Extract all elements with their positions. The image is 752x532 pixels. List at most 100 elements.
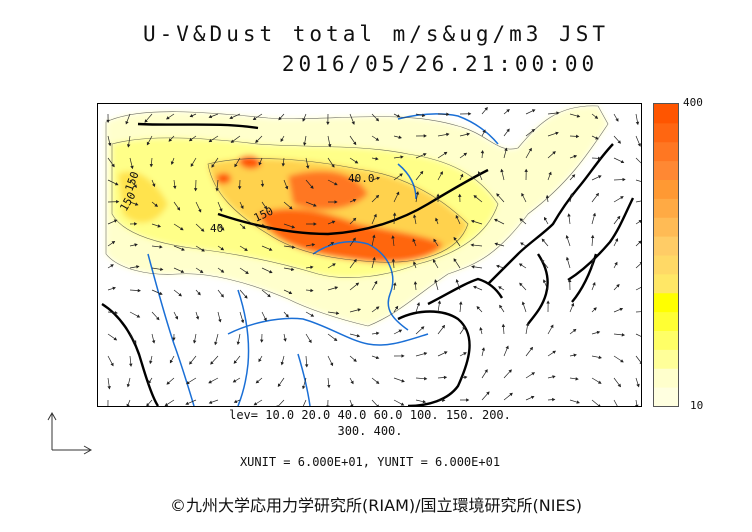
wind-vector-head [302,385,306,390]
wind-vector-head [375,194,380,199]
wind-vector-head [459,301,463,305]
wind-vector-head [468,112,472,116]
wind-vector-head [199,269,204,273]
color-scale-step [654,255,678,275]
wind-vector-head [635,404,639,406]
contour-label: 40 [210,222,223,235]
wind-vector-head [280,138,284,142]
wind-vector-head [591,257,595,262]
wind-vector-head [413,214,417,218]
wind-vector-head [146,403,150,406]
rivers [147,113,499,406]
wind-vector-head [423,134,427,138]
wind-vector-head [164,402,169,406]
wind-vector [635,355,641,364]
wind-vector-head [229,115,233,120]
wind-vector-head [531,109,536,113]
wind-vector-head [157,224,161,228]
wind-vector-head [219,208,223,212]
wind-vector-head [333,337,338,342]
wind-vector-head [190,163,194,167]
wind-vector-head [260,339,264,343]
wind-vector-head [620,359,624,363]
wind-vector-head [521,192,525,197]
wind-vector-head [614,261,618,266]
wind-vector-head [508,369,512,373]
copyright-notice: ©九州大学応用力学研究所(RIAM)/国立環境研究所(NIES) [170,496,582,515]
wind-vector-head [133,340,137,344]
wind-vector-head [595,192,599,197]
wind-vector-head [546,300,550,304]
wind-vector-head [198,208,202,213]
wind-vector-head [453,236,457,241]
wind-vector-head [252,116,257,121]
wind-vector-head [439,171,443,175]
wind-vector-head [486,391,490,395]
wind-vector-head [519,218,524,222]
wind-vector-head [236,341,241,345]
wind-vector-head [113,219,118,223]
wind-vector-head [443,375,448,380]
wind-vector-head [481,347,486,351]
wind-vector-head [572,328,577,333]
wind-vector-head [400,155,404,159]
wind-vector-head [304,364,309,368]
wind-vector-head [283,338,287,342]
wind-vector-head [375,306,380,310]
wind-vector-head [200,228,205,232]
wind-vector-head [354,160,359,164]
wind-vector-head [620,159,625,164]
wind-vector-head [556,111,560,115]
wind-vector-head [421,113,426,117]
wind-vector-head [455,214,459,219]
wind-vector-head [548,171,552,176]
wind-vector-head [518,263,523,267]
wind-vector-head [208,114,213,119]
wind-vector-head [506,128,510,133]
wind-vector-head [484,107,488,111]
map-canvas: 150 150 40.0 150 40 [101,105,641,406]
wind-vector-head [372,234,376,239]
wind-vector-head [374,280,378,285]
wind-vector-head [330,242,335,246]
chart-title: U-V&Dust total m/s&ug/m3 JST [142,22,609,46]
wind-vector-head [133,184,138,188]
wind-vector-head [501,323,506,328]
wind-vector [635,286,641,291]
wind-vector-head [637,143,641,147]
wind-vector-head [214,341,218,346]
wind-vector-head [636,383,640,388]
wind-vector-head [146,141,150,146]
wind-vector-head [565,256,570,261]
wind-vector-head [455,279,459,283]
wind-vector-head [111,241,116,245]
wind-vector-head [208,138,213,143]
wind-vector-head [482,129,486,134]
wind-vector-head [311,243,316,247]
wind-vector-head [310,265,314,270]
color-scale-step [654,217,678,237]
wind-vector-head [288,205,293,210]
wind-vector-head [220,247,225,251]
wind-vector-head [180,227,184,231]
wind-vector-head [441,324,446,329]
color-scale-step [654,330,678,350]
wind-vector-head [253,402,258,406]
wind-vector-head [327,384,331,389]
wind-vector-head [470,243,474,247]
wind-vector-head [437,300,442,304]
wind-vector-head [331,164,335,168]
wind-vector-head [116,199,120,204]
wind-vector-head [170,161,175,165]
wind-vector-head [460,173,464,178]
wind-vector-head [555,131,559,136]
wind-vector-head [255,379,260,384]
wind-vector-head [277,383,282,387]
wind-vector-head [245,270,249,274]
wind-vector-head [278,116,282,121]
wind-vector-head [496,264,500,269]
wind-vector-head [616,215,621,220]
wind-vector-head [159,245,163,249]
wind-vector [635,157,641,164]
wind-vector-head [335,311,340,315]
